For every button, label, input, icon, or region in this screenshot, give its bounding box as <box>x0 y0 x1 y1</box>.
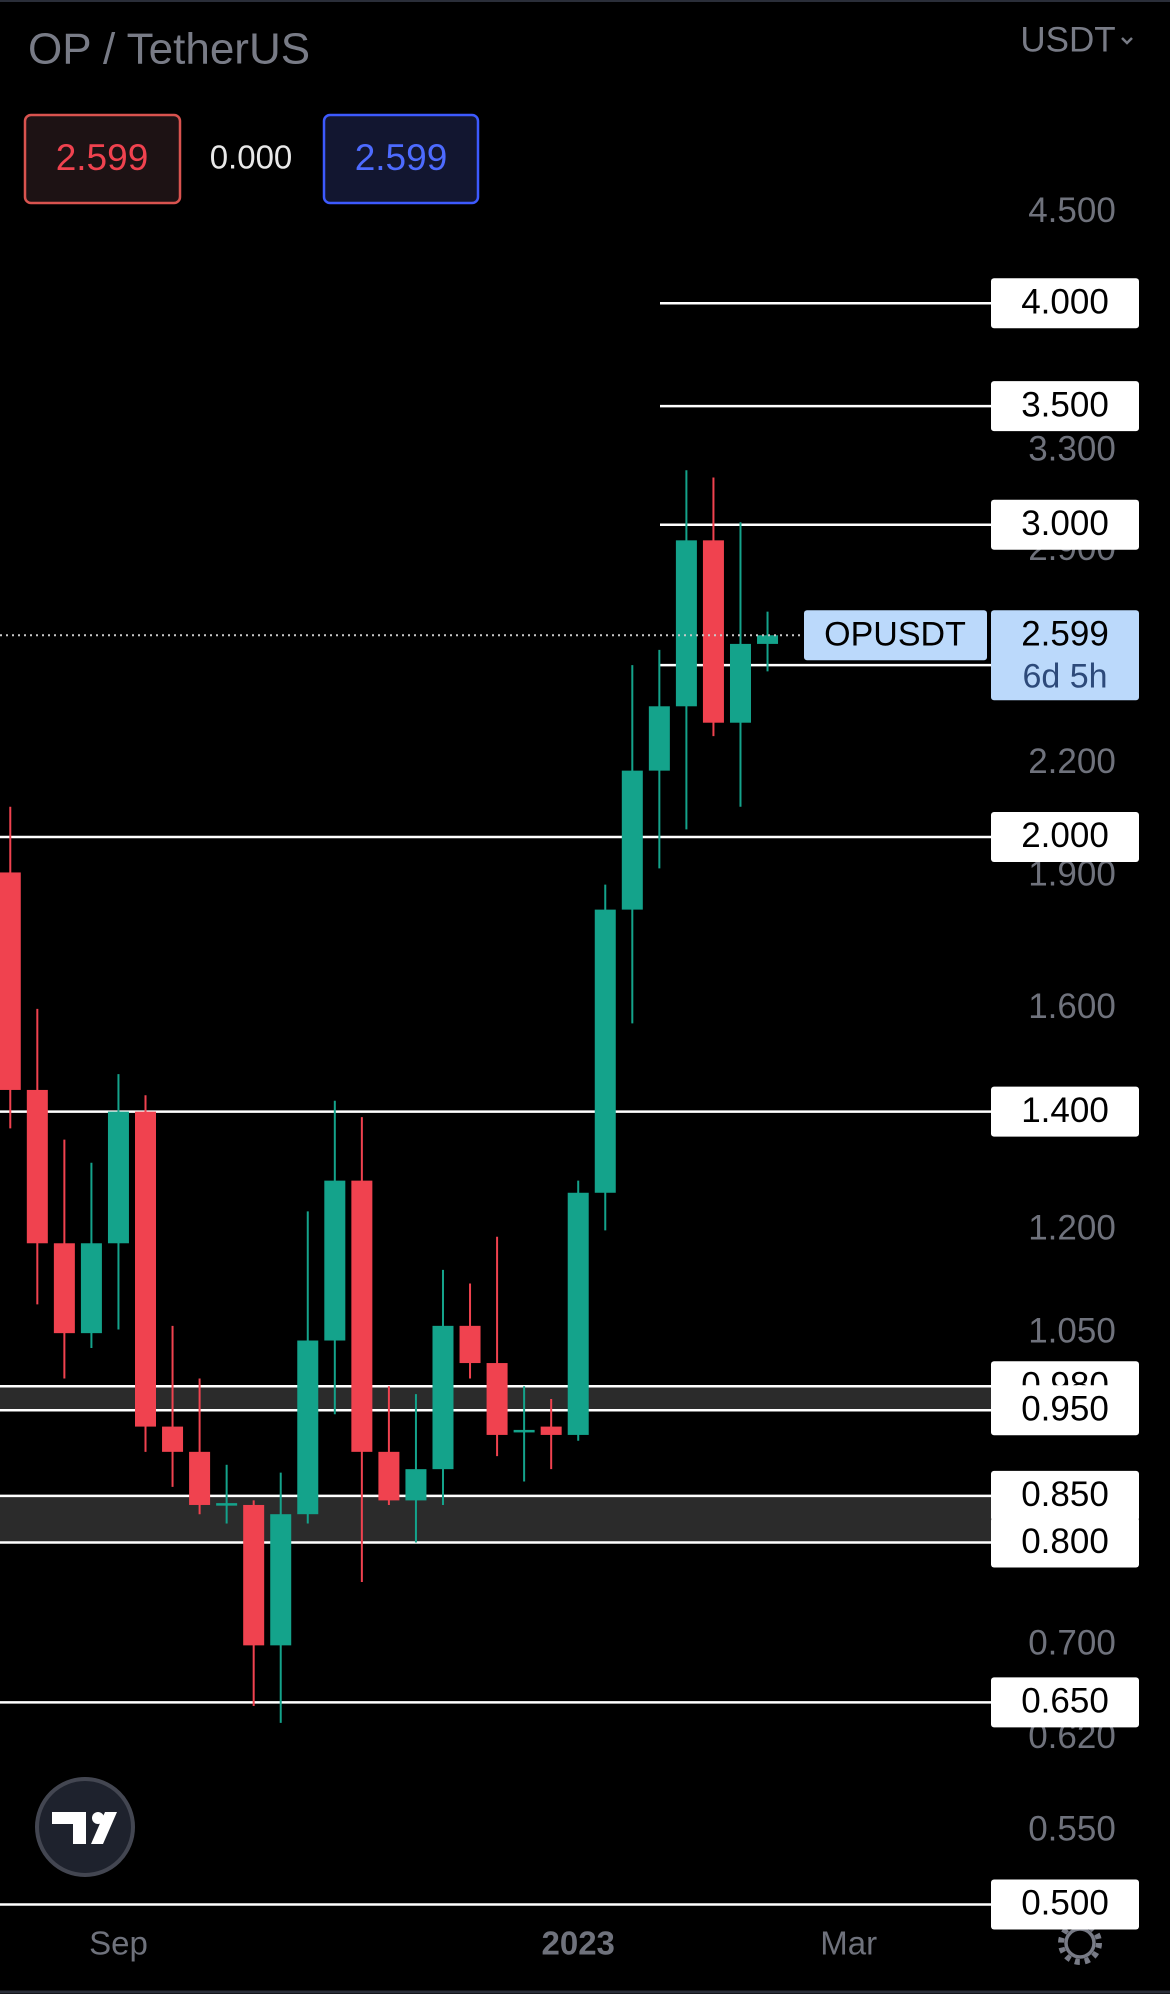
level-label: 0.800 <box>1021 1522 1109 1561</box>
candle-body <box>486 1363 508 1435</box>
y-tick-label: 1.050 <box>1028 1311 1116 1350</box>
candle-body <box>324 1180 346 1341</box>
candle-body <box>729 643 751 723</box>
tradingview-logo[interactable] <box>35 1777 135 1877</box>
level-label-box <box>991 1879 1139 1930</box>
y-tick-label: 2.200 <box>1028 742 1116 781</box>
candle-body <box>459 1325 481 1364</box>
sell-button[interactable] <box>23 113 182 205</box>
candle-body <box>135 1111 157 1427</box>
candle-body <box>162 1426 184 1452</box>
y-tick-label: 1.200 <box>1028 1209 1116 1248</box>
level-label: 3.500 <box>1021 385 1109 424</box>
level-label: 0.850 <box>1021 1475 1109 1514</box>
level-label: 1.400 <box>1021 1091 1109 1130</box>
candle-body <box>540 1426 562 1435</box>
logo-dot <box>92 1812 104 1824</box>
level-label: 0.500 <box>1021 1884 1109 1923</box>
level-label-box <box>991 1086 1139 1137</box>
y-tick-label: 0.550 <box>1028 1809 1116 1848</box>
zone <box>0 1495 991 1543</box>
candle-body <box>0 872 21 1090</box>
level-label-box <box>991 381 1139 432</box>
candle-body <box>53 1243 75 1334</box>
currency-selector[interactable]: USDT <box>1020 20 1133 59</box>
candle-body <box>351 1180 373 1452</box>
buy-button[interactable] <box>322 113 480 205</box>
candle-body <box>702 540 724 723</box>
candle-body <box>378 1451 400 1501</box>
last-price-label: 2.599 <box>1021 615 1109 654</box>
buy-price[interactable]: 2.599 <box>355 137 448 178</box>
level-label: 4.000 <box>1021 283 1109 322</box>
sell-price[interactable]: 2.599 <box>56 137 149 178</box>
candle-body <box>26 1089 48 1244</box>
plot-area <box>0 302 991 1906</box>
last-price-box <box>991 610 1139 701</box>
level-label-box <box>991 1470 1139 1521</box>
candle-body <box>648 706 670 771</box>
x-tick-label: Mar <box>820 1925 877 1962</box>
level-label-box <box>991 1677 1139 1728</box>
symbol-label: OPUSDT <box>824 615 966 653</box>
candle-body <box>297 1340 319 1515</box>
level-label-box <box>991 499 1139 550</box>
y-tick-label: 4.500 <box>1028 191 1116 230</box>
level-label: 0.650 <box>1021 1682 1109 1721</box>
candle-body <box>432 1325 454 1470</box>
x-tick-label: Sep <box>89 1925 148 1962</box>
candle-body <box>107 1111 129 1244</box>
candle-body <box>513 1429 535 1433</box>
candle-body <box>189 1451 211 1505</box>
currency[interactable]: USDT <box>1020 20 1115 59</box>
candle-body <box>675 540 697 707</box>
level-label-box <box>991 1385 1139 1436</box>
y-tick-label: 0.700 <box>1028 1624 1116 1663</box>
logo-slash <box>91 1812 117 1844</box>
level-label: 0.950 <box>1021 1389 1109 1428</box>
candle-body <box>405 1469 427 1501</box>
candle-body <box>594 909 616 1193</box>
gear-teeth <box>1058 1921 1102 1965</box>
chevron <box>1121 37 1133 45</box>
candle-body <box>243 1504 265 1646</box>
logo-mark <box>52 1812 86 1844</box>
x-tick-label: 2023 <box>542 1925 615 1962</box>
level-label-box <box>991 811 1139 862</box>
y-tick-label: 1.600 <box>1028 987 1116 1026</box>
level-label: 2.000 <box>1021 816 1109 855</box>
y-tick-label: 3.300 <box>1028 430 1116 469</box>
candle-body <box>80 1243 102 1334</box>
symbol-label-box <box>804 610 987 661</box>
spread: 0.000 <box>210 139 293 176</box>
chart-title: OP / TetherUS <box>28 25 310 74</box>
level-label-box <box>991 278 1139 329</box>
level-label: 3.000 <box>1021 504 1109 543</box>
candle-body <box>567 1192 589 1435</box>
candle-body <box>270 1514 292 1646</box>
level-label-box <box>991 1517 1139 1568</box>
candle-body <box>757 635 779 644</box>
countdown: 6d 5h <box>1022 657 1107 695</box>
candle-body <box>621 770 643 910</box>
candle-body <box>216 1503 238 1506</box>
